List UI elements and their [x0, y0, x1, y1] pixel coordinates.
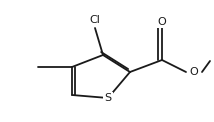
- Text: O: O: [158, 17, 166, 27]
- Text: Cl: Cl: [90, 15, 100, 25]
- Text: S: S: [104, 93, 111, 103]
- Text: O: O: [190, 67, 198, 77]
